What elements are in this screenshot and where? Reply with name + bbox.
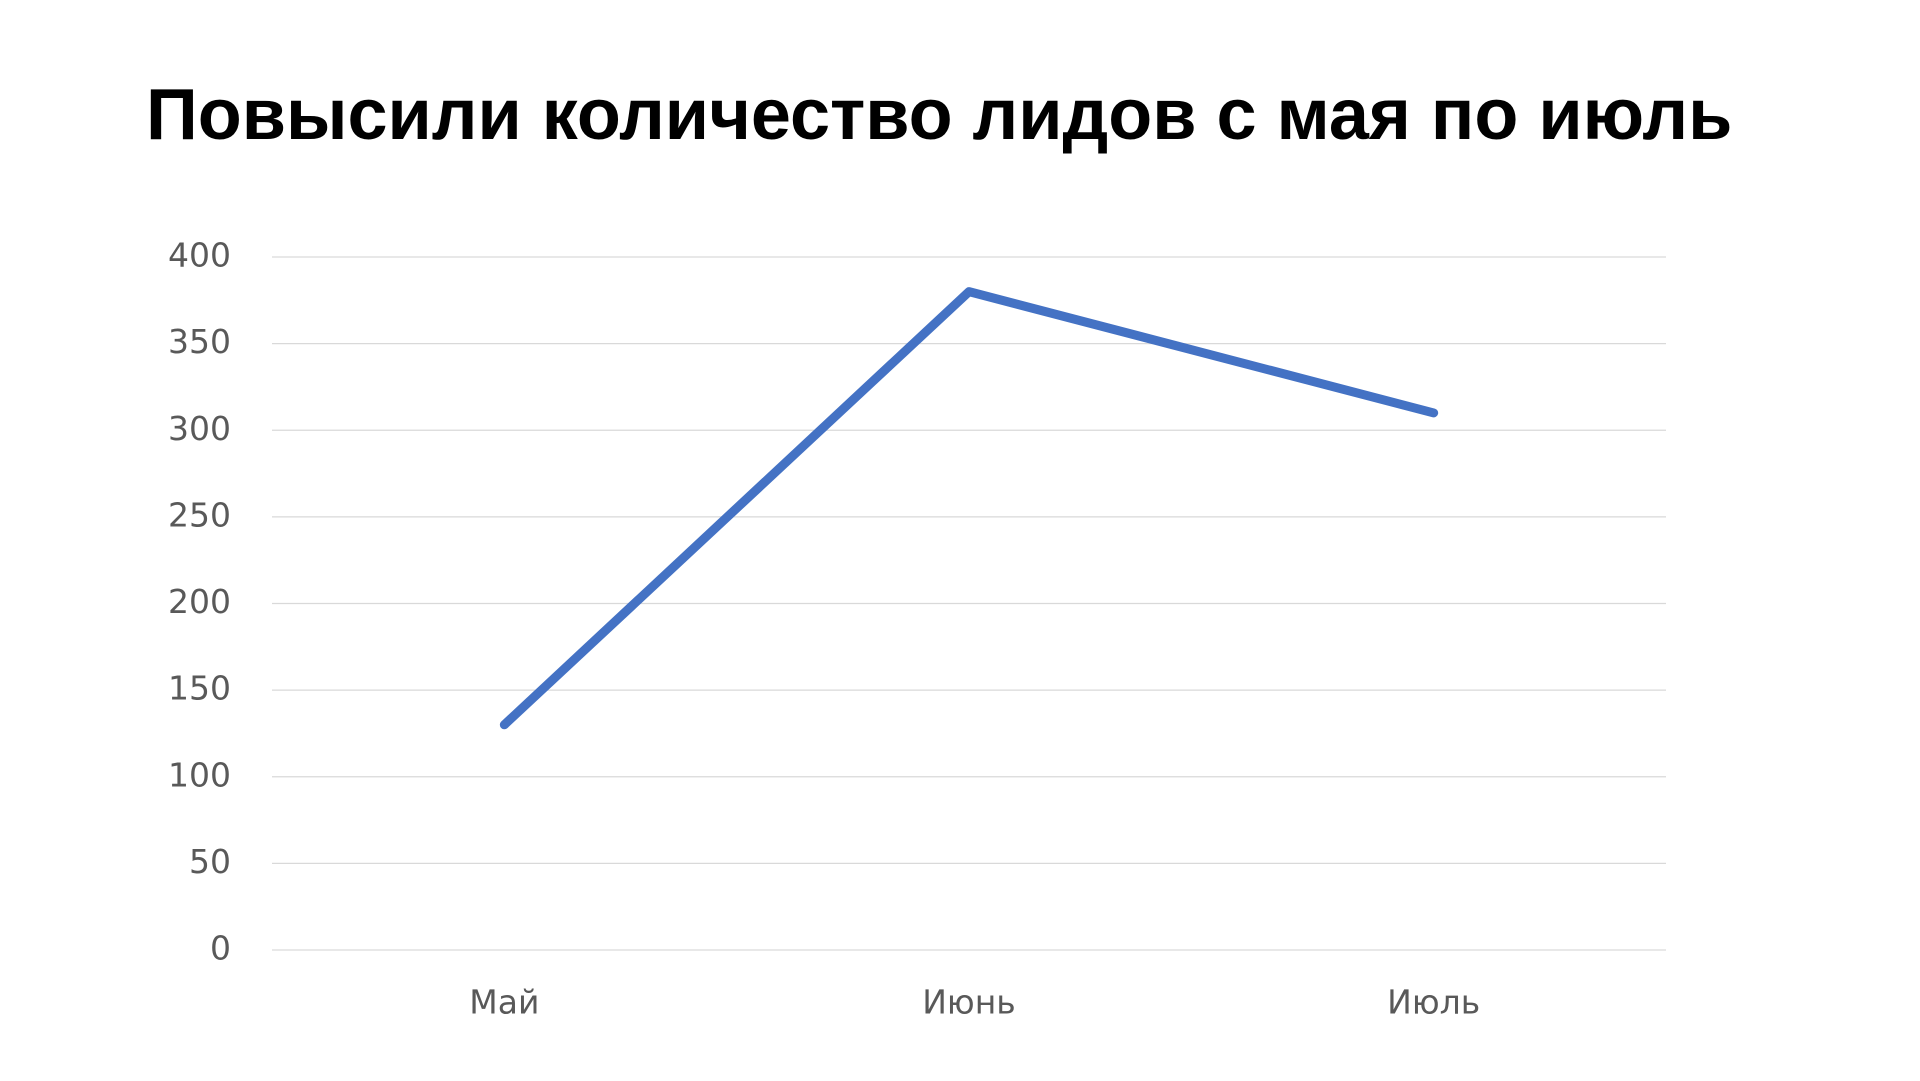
y-tick-label: 400 — [168, 236, 231, 275]
x-tick-label: Май — [469, 983, 539, 1022]
y-tick-label: 200 — [168, 582, 231, 621]
y-tick-label: 150 — [168, 669, 231, 708]
y-tick-label: 50 — [189, 842, 231, 881]
chart-title: Повысили количество лидов с мая по июль — [146, 75, 1732, 155]
y-tick-label: 300 — [168, 409, 231, 448]
y-tick-label: 350 — [168, 322, 231, 361]
x-tick-label: Июнь — [922, 983, 1016, 1022]
x-tick-label: Июль — [1387, 983, 1480, 1022]
line-series — [499, 287, 1439, 730]
y-tick-label: 100 — [168, 755, 231, 794]
y-tick-label: 0 — [210, 929, 231, 968]
y-tick-label: 250 — [168, 495, 231, 534]
